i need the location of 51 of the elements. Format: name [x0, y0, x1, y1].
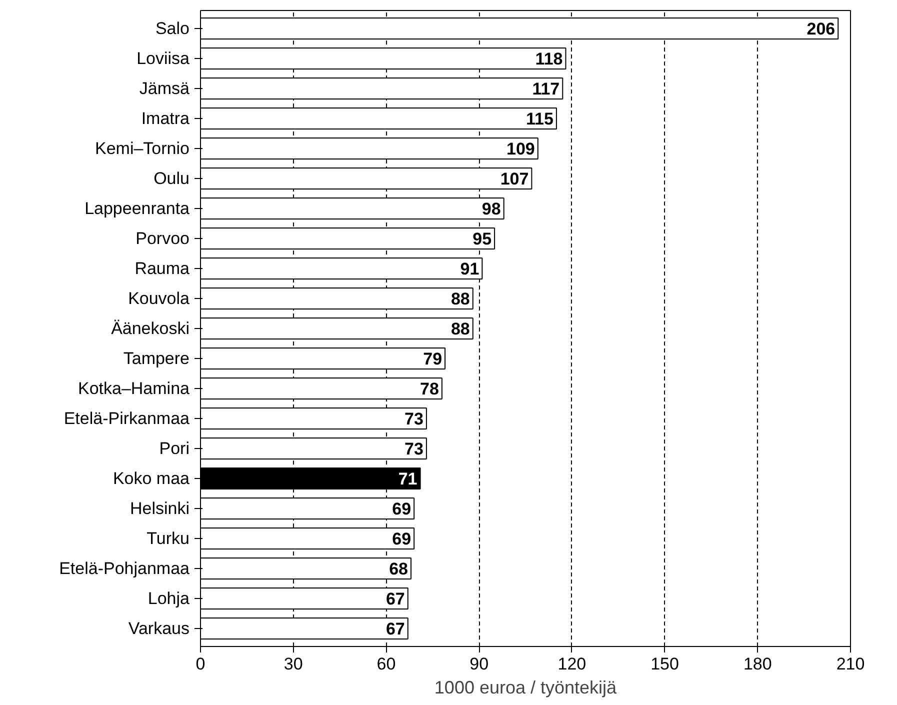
y-tick-label: Jämsä: [139, 79, 190, 98]
y-tick-label: Tampere: [123, 349, 190, 368]
data-label: 73: [404, 440, 424, 458]
data-label: 69: [392, 500, 412, 518]
x-tick-label: 120: [558, 654, 586, 674]
data-label: 73: [404, 410, 424, 428]
data-label: 68: [389, 560, 408, 578]
y-tick-label: Äänekoski: [111, 319, 190, 338]
data-label: 107: [500, 170, 529, 188]
y-tick-label: Pori: [159, 439, 190, 458]
data-label: 206: [806, 20, 836, 38]
y-tick-label: Lappeenranta: [84, 199, 190, 218]
data-label: 78: [420, 380, 439, 398]
data-label: 91: [460, 260, 480, 278]
x-tick-label: 60: [376, 654, 396, 674]
data-label: 95: [472, 230, 492, 248]
y-tick-label: Etelä-Pirkanmaa: [64, 409, 190, 428]
data-label: 117: [532, 80, 560, 98]
y-tick-label: Kemi–Tornio: [95, 139, 190, 158]
data-label: 71: [398, 470, 418, 488]
data-label: 69: [392, 530, 412, 548]
y-tick-label: Loviisa: [136, 49, 190, 68]
y-tick-label: Kouvola: [128, 289, 190, 308]
y-tick-label: Turku: [146, 529, 190, 548]
x-tick-label: 180: [743, 654, 772, 674]
data-label: 98: [482, 200, 501, 218]
y-tick-label: Salo: [155, 19, 190, 38]
x-tick-label: 0: [196, 654, 206, 674]
data-label: 88: [450, 320, 470, 338]
y-tick-label: Oulu: [154, 169, 190, 188]
x-tick-label: 150: [650, 654, 679, 674]
x-tick-label: 210: [836, 654, 865, 674]
data-label: 118: [535, 50, 563, 68]
y-tick-label: Rauma: [134, 259, 190, 278]
data-label: 67: [386, 620, 405, 638]
y-tick-label: Kotka–Hamina: [78, 379, 190, 398]
y-tick-label: Koko maa: [112, 469, 190, 488]
data-label: 67: [386, 590, 405, 608]
y-tick-label: Lohja: [148, 589, 190, 608]
data-label: 79: [423, 350, 442, 368]
y-tick-label: Porvoo: [136, 229, 190, 248]
y-tick-label: Imatra: [141, 109, 190, 128]
x-axis-title: 1000 euroa / työntekijä: [434, 678, 618, 698]
data-label: 115: [526, 110, 554, 128]
x-tick-label: 30: [284, 654, 303, 674]
data-label: 88: [450, 290, 470, 308]
data-label: 109: [506, 140, 535, 158]
x-tick-label: 90: [470, 654, 489, 674]
y-tick-label: Varkaus: [128, 619, 190, 638]
y-tick-label: Etelä-Pohjanmaa: [59, 559, 190, 578]
y-tick-label: Helsinki: [130, 499, 190, 518]
